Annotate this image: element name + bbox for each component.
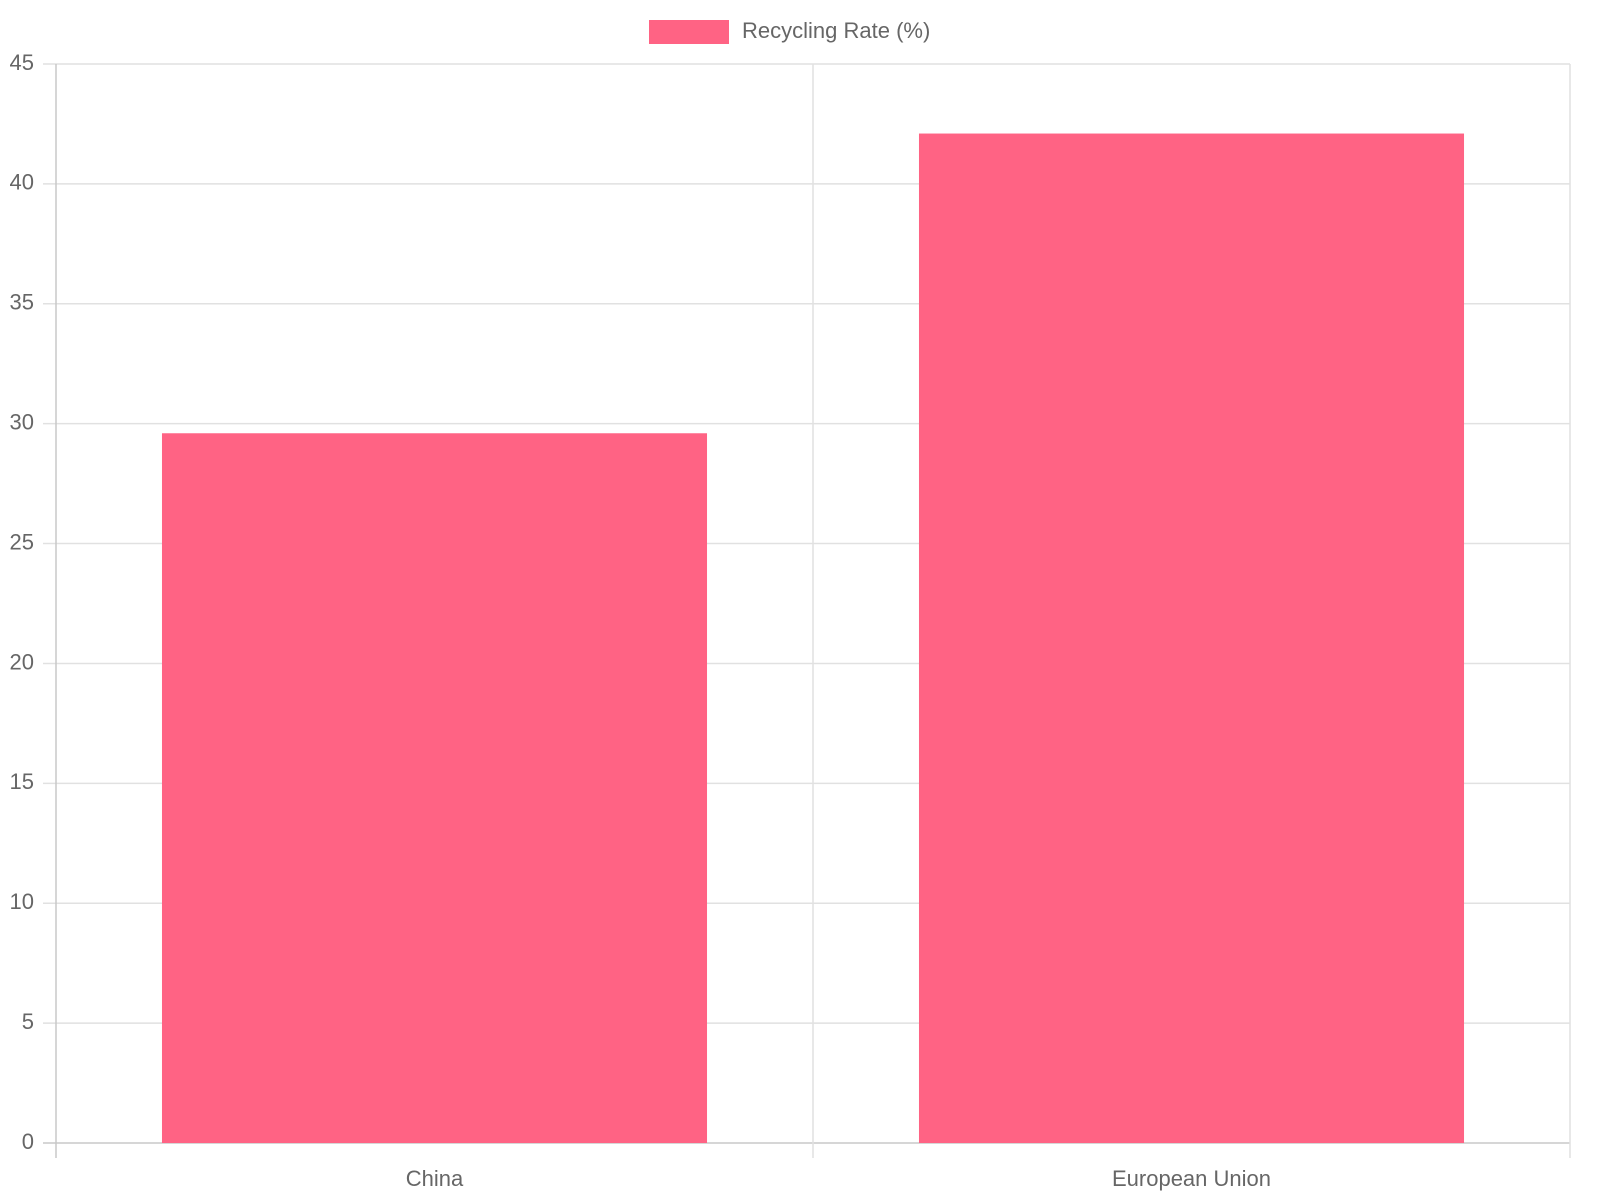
- y-tick-label: 35: [10, 290, 34, 315]
- x-tick-label: China: [406, 1166, 464, 1191]
- legend-label[interactable]: Recycling Rate (%): [742, 18, 930, 43]
- y-tick-label: 15: [10, 769, 34, 794]
- bar: [161, 433, 708, 1143]
- y-tick-label: 25: [10, 529, 34, 554]
- y-tick-label: 20: [10, 649, 34, 674]
- y-tick-label: 30: [10, 409, 34, 434]
- y-tick-label: 5: [22, 1009, 34, 1034]
- x-tick-label: European Union: [1112, 1166, 1271, 1191]
- y-tick-label: 10: [10, 889, 34, 914]
- y-tick-label: 0: [22, 1129, 34, 1154]
- y-tick-label: 40: [10, 170, 34, 195]
- legend-swatch[interactable]: [649, 20, 729, 44]
- y-tick-label: 45: [10, 50, 34, 75]
- bar: [918, 133, 1465, 1144]
